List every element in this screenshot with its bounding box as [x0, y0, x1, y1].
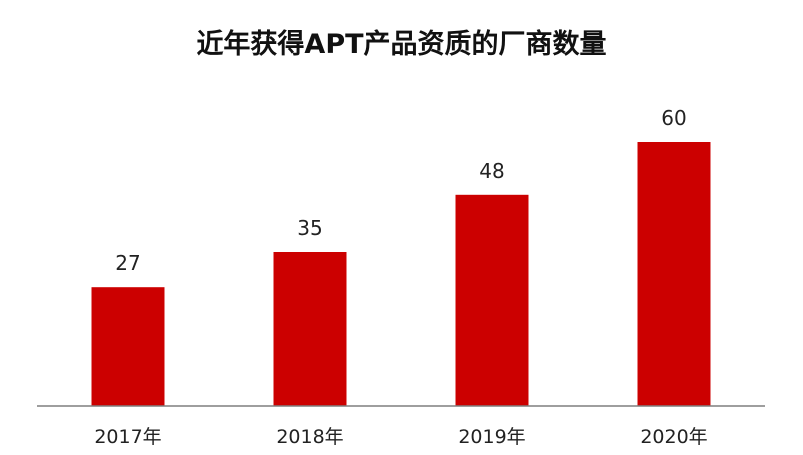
bar-2 [455, 194, 529, 406]
x-tick-label-2: 2019年 [458, 426, 525, 448]
value-labels-group: 27 35 48 60 [115, 106, 686, 275]
bar-3 [637, 142, 711, 406]
x-tick-label-1: 2018年 [276, 426, 343, 448]
x-tick-label-0: 2017年 [94, 426, 161, 448]
bar-1 [273, 252, 347, 406]
data-label-1: 35 [297, 216, 322, 240]
chart-title: 近年获得APT产品资质的厂商数量 [196, 29, 607, 60]
data-label-0: 27 [115, 251, 140, 275]
bar-0 [91, 287, 165, 406]
bars-group [91, 142, 711, 406]
data-label-3: 60 [661, 106, 686, 130]
x-tick-label-3: 2020年 [640, 426, 707, 448]
data-label-2: 48 [479, 159, 504, 183]
x-tick-labels-group: 2017年 2018年 2019年 2020年 [94, 426, 707, 448]
